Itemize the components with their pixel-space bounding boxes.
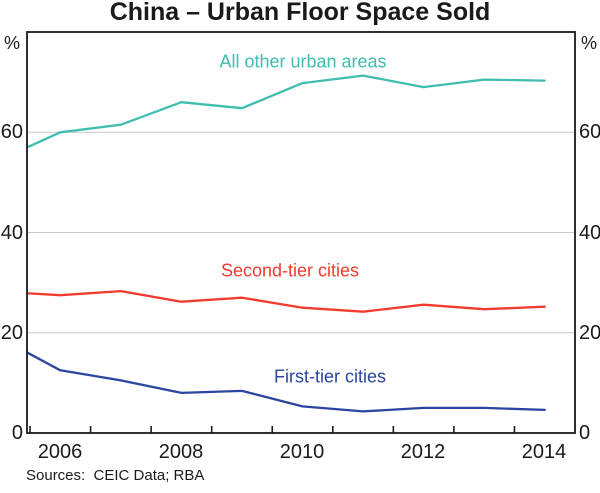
series-label-first-tier-cities: First-tier cities — [274, 366, 386, 387]
chart-title: China – Urban Floor Space Sold — [109, 0, 491, 26]
series-label-second-tier-cities: Second-tier cities — [220, 260, 360, 281]
y-tick-label-right-60: 60 — [579, 121, 600, 143]
y-axis-unit-right: % — [580, 33, 597, 53]
series-line-all-other-urban-areas — [27, 74, 546, 149]
y-tick-label-right-20: 20 — [579, 322, 600, 344]
y-tick-label-left-0: 0 — [11, 422, 23, 444]
x-tick-label-2006: 2006 — [37, 441, 83, 463]
y-tick-label-left-20: 20 — [0, 322, 23, 344]
y-tick-label-left-60: 60 — [0, 121, 23, 143]
x-tick-label-2010: 2010 — [279, 441, 325, 463]
sources-note: Sources: CEIC Data; RBA — [26, 467, 205, 484]
y-tick-label-right-0: 0 — [579, 422, 591, 444]
y-tick-label-right-40: 40 — [579, 222, 600, 244]
y-tick-label-left-40: 40 — [0, 222, 23, 244]
x-tick-label-2012: 2012 — [400, 441, 446, 463]
x-tick-label-2014: 2014 — [521, 441, 567, 463]
series-line-second-tier-cities — [27, 289, 546, 313]
x-tick-label-2008: 2008 — [158, 441, 204, 463]
series-line-first-tier-cities — [27, 351, 546, 413]
series-label-all-other-urban-areas: All other urban areas — [219, 51, 387, 72]
y-axis-unit-left: % — [4, 33, 21, 53]
plot-frame — [26, 31, 576, 434]
